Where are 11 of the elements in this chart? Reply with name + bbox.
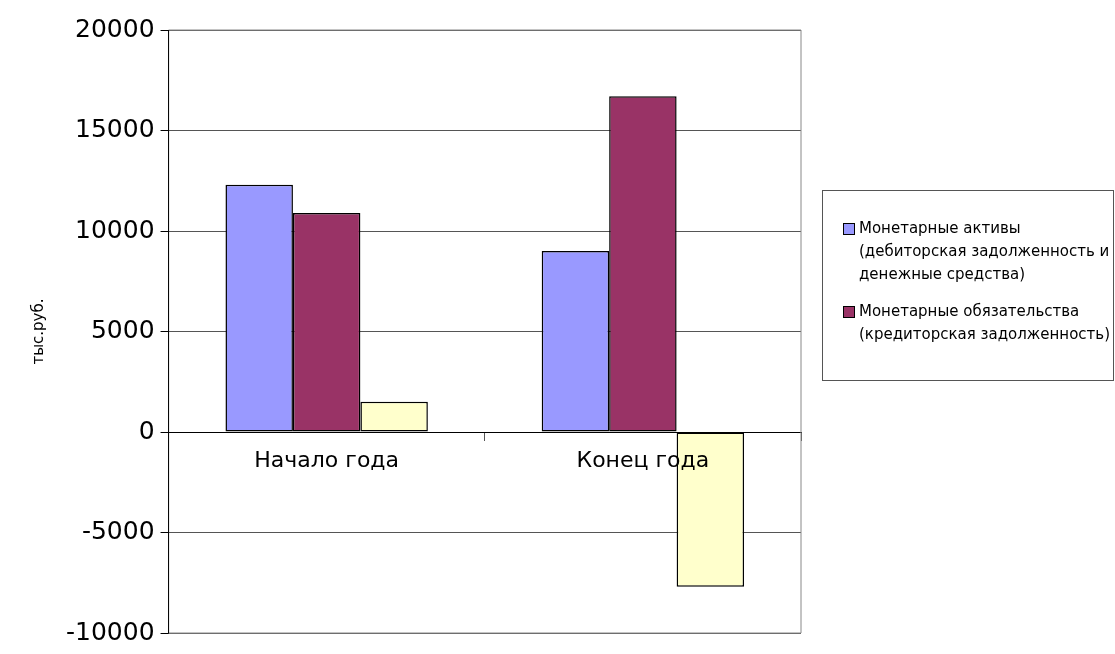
legend-label: Монетарные активы (дебиторская задолженность и денежные средства) [859,218,1111,285]
y-tick-label: -5000 [81,516,155,545]
y-axis-title: тыс.руб. [28,298,47,365]
x-tick-label: Начало года [254,446,400,472]
y-tick-label: 15000 [75,114,155,143]
legend-label: Монетарные обязательства (кредиторская задолженность) [859,301,1112,345]
y-tick-label: 10000 [75,214,155,244]
y-tick-label: 0 [138,415,155,445]
y-tick-label: -10000 [65,616,155,646]
y-tick-label: 20000 [75,13,155,43]
y-tick-label: 5000 [90,315,155,344]
